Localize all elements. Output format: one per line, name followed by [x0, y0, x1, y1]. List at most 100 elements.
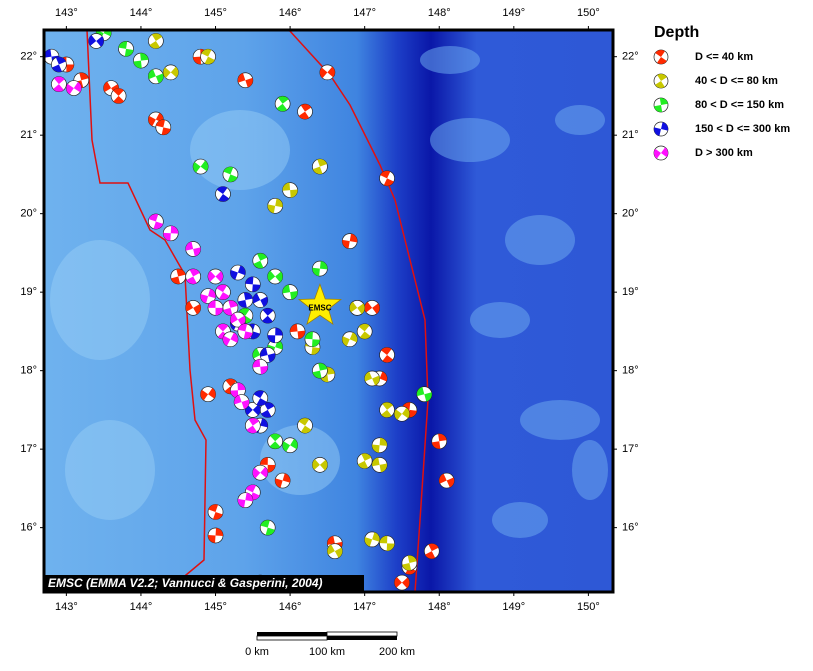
focal-mechanism	[237, 72, 254, 89]
ball-quadrants	[133, 53, 149, 69]
ball-quadrants	[358, 323, 371, 339]
focal-mechanism	[230, 382, 246, 399]
ball-quadrants	[234, 394, 250, 410]
focal-mechanism	[244, 276, 261, 293]
legend: D <= 40 km 40 < D <= 80 km 80 < D <= 150 k…	[653, 49, 790, 161]
focal-mechanism	[274, 95, 291, 112]
lon-tick-label: 147°	[353, 7, 376, 19]
focal-mechanism	[379, 535, 395, 552]
legend-label: 80 < D <= 150 km	[695, 99, 784, 111]
focal-mechanism	[252, 292, 269, 308]
lat-tick-label: 20°	[20, 208, 37, 220]
ball-quadrants	[381, 402, 393, 418]
legend-title: Depth	[654, 24, 699, 41]
focal-mechanism	[438, 472, 455, 489]
ball-quadrants	[401, 402, 417, 418]
focal-mechanism	[289, 323, 306, 340]
focal-mechanism	[319, 64, 336, 81]
ball-quadrants	[53, 76, 65, 92]
ball-quadrants	[230, 382, 246, 398]
focal-mechanism	[297, 103, 313, 120]
ball-quadrants	[252, 359, 268, 375]
ball-quadrants	[253, 390, 267, 406]
ball-quadrants	[88, 35, 104, 47]
ball-quadrants	[208, 300, 224, 316]
lat-tick-label: 19°	[20, 286, 37, 298]
lon-tick-label: 150°	[577, 7, 600, 19]
focal-mechanism	[237, 323, 254, 340]
ball-quadrants	[416, 386, 432, 402]
lon-tick-label: 144°	[130, 601, 153, 613]
focal-mechanism	[394, 574, 410, 591]
focal-mechanism	[207, 527, 224, 544]
ball-quadrants	[222, 332, 238, 346]
ball-quadrants	[185, 241, 201, 257]
focal-mechanism	[282, 284, 298, 301]
focal-mechanism	[341, 233, 358, 249]
focal-mechanism	[222, 331, 239, 348]
focal-mechanism	[394, 405, 410, 422]
ball-quadrants	[364, 301, 380, 314]
ball-quadrants	[653, 122, 669, 136]
ball-quadrants	[298, 418, 312, 434]
ball-quadrants	[216, 186, 230, 202]
ball-quadrants	[267, 198, 283, 214]
focal-mechanism	[155, 119, 172, 136]
lat-tick-label: 18°	[20, 365, 37, 377]
ball-quadrants	[312, 159, 327, 175]
ball-quadrants	[193, 160, 209, 173]
focal-mechanism	[51, 56, 67, 73]
plate-boundary	[86, 30, 207, 592]
ball-quadrants	[282, 182, 298, 198]
focal-mechanism	[653, 49, 669, 65]
ball-quadrants	[260, 457, 276, 473]
ball-quadrants	[312, 363, 328, 379]
ball-quadrants	[372, 437, 388, 453]
focal-mechanism	[185, 268, 201, 285]
ball-quadrants	[237, 292, 253, 308]
lon-tick-label: 145°	[204, 7, 227, 19]
ball-quadrants	[113, 88, 125, 104]
lat-tick-label: 22°	[622, 51, 639, 63]
focal-mechanism	[259, 519, 276, 536]
lon-tick-label: 144°	[130, 7, 153, 19]
epicenter: EMSC	[297, 283, 342, 326]
focal-mechanism	[312, 362, 328, 379]
ball-quadrants	[269, 433, 281, 449]
ball-quadrants	[148, 69, 164, 84]
focal-mechanism	[51, 76, 67, 93]
focal-mechanism	[222, 300, 239, 316]
ball-quadrants	[655, 74, 667, 88]
focal-mechanism	[185, 241, 201, 257]
focal-mechanism	[341, 331, 358, 348]
ball-quadrants	[155, 119, 171, 135]
focal-mechanism	[267, 433, 284, 450]
ball-quadrants	[312, 261, 328, 277]
focal-mechanism	[416, 386, 433, 403]
lon-tick-label: 145°	[204, 601, 227, 613]
ball-quadrants	[304, 331, 320, 347]
ball-quadrants	[425, 543, 439, 559]
focal-mechanism	[252, 358, 269, 375]
ball-quadrants	[245, 404, 261, 416]
focal-mechanism	[192, 158, 209, 175]
lat-tick-label: 21°	[622, 129, 639, 141]
lon-tick-label: 150°	[577, 601, 600, 613]
lat-tick-label: 18°	[622, 365, 639, 377]
ball-quadrants	[230, 313, 246, 327]
epicenter-label: EMSC	[308, 303, 331, 312]
lon-tick-label: 143°	[55, 7, 78, 19]
focal-mechanism	[349, 300, 366, 316]
ball-quadrants	[238, 323, 253, 339]
ball-quadrants	[252, 467, 268, 479]
ball-quadrants	[394, 577, 410, 589]
lon-tick-label: 148°	[428, 601, 451, 613]
focal-mechanism	[148, 213, 164, 230]
ball-quadrants	[253, 253, 268, 269]
focal-mechanism	[304, 331, 321, 348]
focal-mechanism	[356, 323, 373, 340]
lat-tick-label: 21°	[20, 129, 37, 141]
ball-quadrants	[394, 407, 410, 420]
ball-quadrants	[216, 284, 230, 300]
credit: EMSC (EMMA V2.2; Vannucci & Gasperini, 2…	[48, 576, 323, 590]
